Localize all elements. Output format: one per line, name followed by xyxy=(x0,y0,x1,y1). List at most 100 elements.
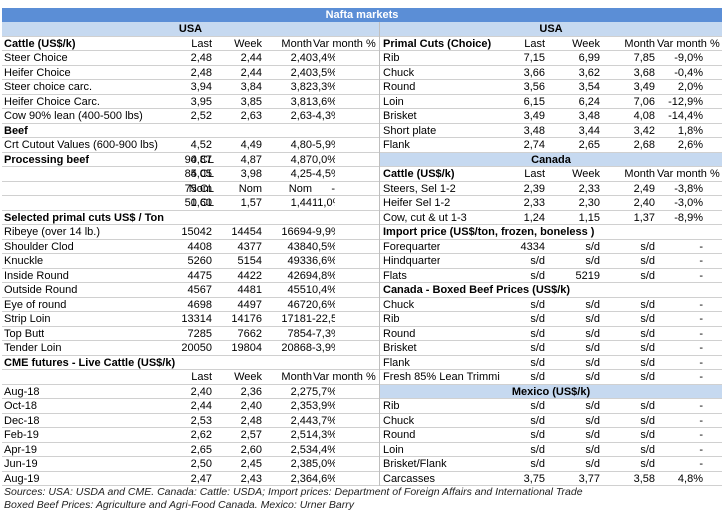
value-cell: s/d xyxy=(585,400,600,412)
value-cell: 2,48 xyxy=(190,66,212,79)
row-border xyxy=(2,311,379,312)
value-cell: 3,54 xyxy=(578,81,600,93)
value-cell: 3,49 xyxy=(633,81,655,93)
row-border xyxy=(2,253,379,254)
value-cell: 0,4% xyxy=(312,284,335,296)
row-label: Heifer Sel 1-2 xyxy=(383,197,451,209)
value-cell: 2,57 xyxy=(240,429,262,441)
value-cell: s/d xyxy=(640,298,655,311)
value-cell: 2,65 xyxy=(190,443,212,456)
value-cell: 17181 xyxy=(281,313,312,325)
value-cell: 1,37 xyxy=(633,211,655,224)
row-label: Hindquarter xyxy=(383,255,441,267)
value-cell: -12,9% xyxy=(668,95,703,108)
row-border xyxy=(380,325,722,327)
row-label: Oct-18 xyxy=(4,400,38,412)
row-label: Top Butt xyxy=(4,327,45,340)
value-cell: 4,80 xyxy=(290,139,312,151)
value-cell: 2,63 xyxy=(290,110,312,122)
value-cell: -0,4% xyxy=(674,66,703,79)
value-cell: 2,44 xyxy=(240,52,262,64)
row-border xyxy=(380,383,722,385)
row-border xyxy=(2,64,379,66)
value-cell: 4698 xyxy=(187,298,212,311)
row-label: Rib xyxy=(383,400,400,412)
row-label: Shoulder Clod xyxy=(4,240,74,253)
value-cell: 2,49 xyxy=(633,182,655,195)
value-cell: 2,40 xyxy=(290,52,312,64)
value-cell: 4,8% xyxy=(677,472,703,485)
row-label: Dec-18 xyxy=(4,414,40,427)
row-border xyxy=(2,412,379,414)
value-cell: 4377 xyxy=(237,240,262,253)
row-label: Flank xyxy=(383,356,410,369)
value-cell: 2,36 xyxy=(290,472,312,485)
section-title: Selected primal cuts US$ / Ton xyxy=(4,211,164,224)
value-cell: 4,25 xyxy=(290,168,312,180)
value-cell: 15042 xyxy=(181,226,212,238)
value-cell: 2,48 xyxy=(190,52,212,64)
row-border xyxy=(380,195,722,196)
value-cell: 3,48 xyxy=(578,110,600,122)
row-border xyxy=(2,441,379,443)
source-line: Sources: USA: USDA and CME. Canada: Catt… xyxy=(4,486,583,498)
value-cell: - xyxy=(699,342,703,354)
value-cell: s/d xyxy=(585,414,600,427)
value-cell: 3,3% xyxy=(312,81,335,93)
row-label: Ribeye (over 14 lb.) xyxy=(4,226,100,238)
value-cell: s/d xyxy=(585,443,600,456)
value-cell: 3,75 xyxy=(523,472,545,485)
value-cell: Nom xyxy=(288,182,312,195)
value-cell: s/d xyxy=(640,342,655,354)
value-cell: 5154 xyxy=(237,255,262,267)
row-border xyxy=(2,137,379,138)
value-cell: 2,48 xyxy=(240,414,262,427)
value-cell: -5,9% xyxy=(312,139,335,151)
row-border xyxy=(2,35,379,37)
value-cell: s/d xyxy=(585,240,600,253)
value-cell: 2,30 xyxy=(578,197,600,209)
row-label: Cow 90% lean (400-500 lbs) xyxy=(4,110,143,122)
value-cell: 4408 xyxy=(187,240,212,253)
row-border xyxy=(2,325,379,327)
value-cell: 1,24 xyxy=(523,211,545,224)
value-cell: s/d xyxy=(585,313,600,325)
value-cell: 16694 xyxy=(281,226,312,238)
row-label: 50 CL xyxy=(184,197,214,209)
value-cell: 7,15 xyxy=(523,52,545,64)
value-cell: 0,5% xyxy=(312,240,335,253)
row-border xyxy=(2,282,379,283)
row-border xyxy=(380,412,722,414)
row-border xyxy=(2,122,379,124)
value-cell: 2,60 xyxy=(240,443,262,456)
header-label: Cattle (US$/k) xyxy=(383,168,455,180)
value-cell: 13314 xyxy=(181,313,212,325)
value-cell: - xyxy=(699,414,703,427)
value-cell: 1,60 xyxy=(190,197,212,209)
value-cell: - xyxy=(699,443,703,456)
value-cell: 2,44 xyxy=(290,414,312,427)
row-label: Heifer Choice xyxy=(4,66,71,79)
column-separator xyxy=(379,22,380,486)
row-label: Chuck xyxy=(383,298,415,311)
row-label: Strip Loin xyxy=(4,313,51,325)
row-label: Short plate xyxy=(383,124,437,137)
header-label: Primal Cuts (Choice) xyxy=(383,37,492,50)
row-label: Knuckle xyxy=(4,255,44,267)
value-cell: 2,40 xyxy=(633,197,655,209)
column-header: Week xyxy=(572,37,600,50)
value-cell: 4567 xyxy=(187,284,212,296)
row-label: Inside Round xyxy=(4,269,69,282)
row-border xyxy=(2,456,379,457)
value-cell: s/d xyxy=(585,356,600,369)
value-cell: 4,4% xyxy=(312,443,335,456)
row-border xyxy=(2,151,379,153)
value-cell: - xyxy=(699,458,703,470)
value-cell: 4,49 xyxy=(240,139,262,151)
value-cell: s/d xyxy=(640,443,655,456)
value-cell: 2,40 xyxy=(240,400,262,412)
row-label: Rib xyxy=(383,313,400,325)
value-cell: 6,15 xyxy=(523,95,545,108)
row-border xyxy=(2,470,379,472)
row-border xyxy=(2,238,379,240)
